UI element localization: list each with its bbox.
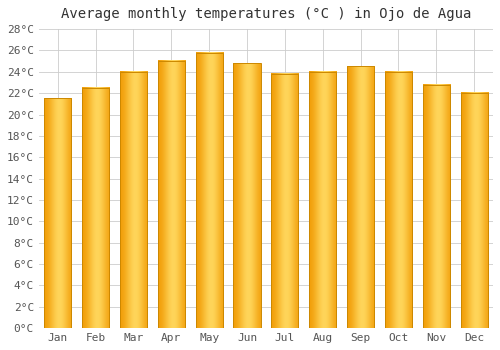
Bar	[120, 72, 147, 328]
Bar	[44, 98, 72, 328]
Bar	[82, 88, 109, 328]
Bar	[347, 66, 374, 328]
Bar	[460, 93, 488, 328]
Bar	[196, 52, 223, 328]
Title: Average monthly temperatures (°C ) in Ojo de Agua: Average monthly temperatures (°C ) in Oj…	[60, 7, 471, 21]
Bar	[234, 63, 260, 328]
Bar	[385, 72, 412, 328]
Bar	[309, 72, 336, 328]
Bar	[422, 85, 450, 328]
Bar	[271, 74, 298, 328]
Bar	[158, 61, 185, 328]
